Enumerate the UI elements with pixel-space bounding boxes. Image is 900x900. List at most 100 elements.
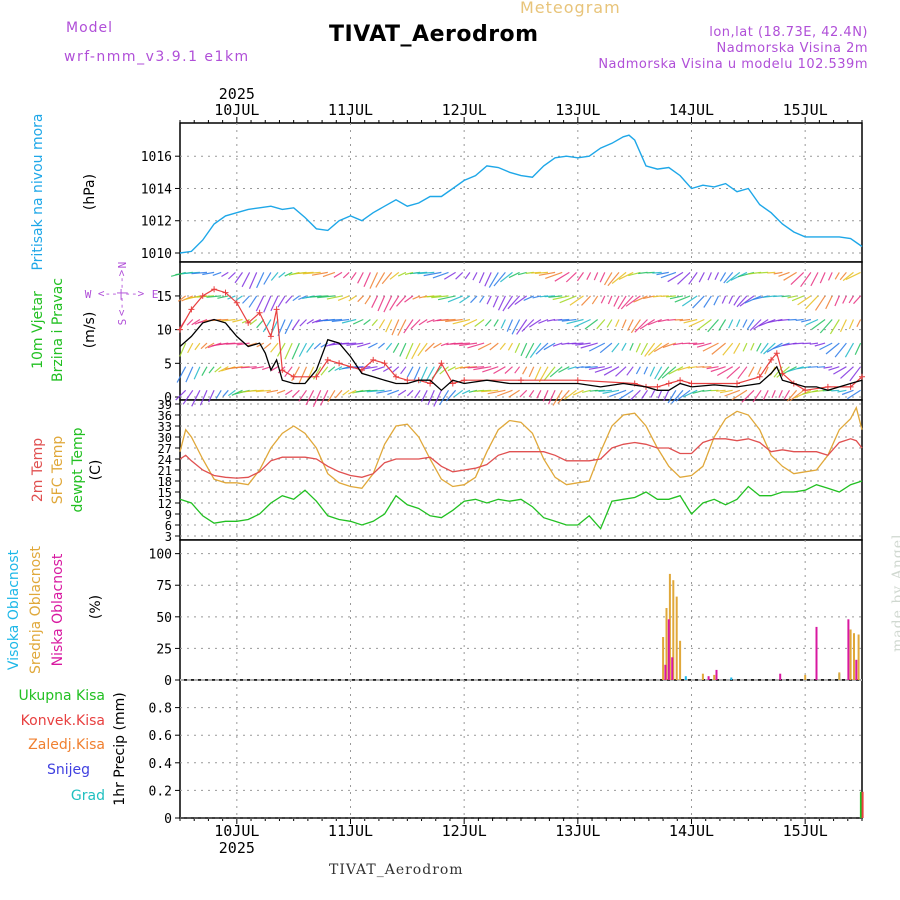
wind-barb: [702, 389, 712, 392]
wind-barb: [212, 271, 222, 276]
wind-barb: [215, 389, 222, 399]
wind-barb: [291, 366, 300, 382]
wind-barb: [468, 389, 478, 393]
wind-barb: [447, 295, 463, 303]
station-title: TIVAT_Aerodrom: [329, 22, 539, 47]
wind-barb: [848, 295, 855, 304]
wind-barb: [445, 389, 457, 402]
wind-barb: [320, 390, 329, 406]
wind-barb: [591, 295, 599, 305]
wind-barb: [724, 389, 741, 397]
wind-barb: [728, 295, 734, 304]
wind-barb: [599, 342, 613, 354]
wind-barb: [313, 342, 322, 350]
wind-barb: [439, 389, 450, 406]
wind-barb: [508, 271, 520, 279]
wind-barb: [538, 318, 549, 324]
wind-barb: [201, 366, 208, 376]
gust-marker: [677, 377, 684, 384]
wind-barb: [842, 271, 854, 282]
wind-barb: [839, 319, 847, 333]
wind-barb: [482, 366, 499, 373]
wind-barb: [194, 342, 201, 351]
wind-barb: [609, 389, 627, 398]
wind-barb: [643, 366, 649, 375]
wind-barb: [285, 389, 293, 396]
wind-barb: [536, 390, 542, 399]
wind-barb: [514, 295, 528, 305]
y-tick-label: 1014: [141, 182, 172, 197]
panel-frame: [179, 539, 863, 681]
gust-marker: [313, 373, 320, 380]
wind-barb: [702, 342, 719, 352]
wind-barb: [635, 342, 641, 353]
wind-barb: [677, 366, 691, 371]
y-tick-label: 6: [165, 519, 172, 533]
wind-barb: [459, 295, 471, 304]
wind-barb: [842, 295, 847, 304]
wind-barb: [411, 342, 421, 360]
wind-barb: [292, 295, 300, 302]
gust-marker: [267, 333, 274, 340]
gust-marker: [824, 383, 831, 390]
wind-barb: [797, 295, 812, 306]
wind-barb: [255, 295, 265, 312]
wind-barb: [805, 318, 819, 326]
wind-barb: [262, 319, 272, 333]
wind-barb: [543, 366, 556, 381]
wind-barb: [854, 342, 862, 356]
gust-marker: [779, 370, 786, 377]
wind-barb: [389, 295, 400, 311]
wind-barb: [227, 271, 236, 280]
wind-barb: [688, 272, 698, 285]
wind-barb: [251, 366, 264, 370]
wind-barb: [641, 389, 648, 399]
wind-barb: [507, 342, 514, 351]
wind-barb: [736, 319, 741, 328]
wind-barb: [193, 366, 201, 380]
wind-barb: [417, 271, 435, 275]
wind-barb: [783, 389, 791, 400]
y-tick-label: 0: [164, 674, 172, 689]
wind-barb: [758, 271, 769, 274]
wind-barb: [739, 295, 755, 307]
gust-marker: [688, 380, 695, 387]
wind-barb: [731, 389, 748, 401]
wind-barb: [298, 342, 308, 357]
wind-barb: [479, 295, 485, 303]
wind-barb: [221, 318, 236, 322]
wind-barb: [459, 342, 478, 347]
wind-barb: [629, 342, 634, 351]
wind-speed-line: [179, 318, 863, 392]
wind-barb: [248, 272, 258, 290]
y-tick-label: 33: [158, 420, 172, 434]
wind-barb: [255, 389, 271, 393]
wind-barb: [364, 295, 371, 305]
wind-barb: [310, 295, 328, 298]
gust-marker: [222, 289, 229, 296]
gust-marker: [290, 373, 297, 380]
wind-barb: [845, 271, 861, 281]
wind-barb: [371, 319, 378, 327]
wind-barb: [202, 271, 215, 276]
wind-barb: [660, 271, 677, 279]
y-tick-label: 9: [165, 508, 172, 522]
wind-barb: [791, 295, 804, 302]
gust-marker: [347, 363, 354, 370]
wind-barb: [611, 271, 627, 284]
y-tick-label: 30: [158, 431, 172, 445]
wind-barb: [736, 295, 748, 308]
y-tick-label: 0.6: [149, 729, 172, 744]
wind-barb: [773, 295, 783, 298]
x-date-label-top: 15JUL: [783, 101, 828, 119]
wind-barb: [742, 342, 748, 352]
wind-barb: [397, 271, 407, 277]
footer-station: TIVAT_Aerodrom: [329, 862, 464, 878]
wind-barb: [688, 318, 705, 328]
y-tick-label: 3: [165, 530, 172, 544]
wind-barb: [741, 389, 755, 403]
wind-barb: [211, 318, 229, 322]
wind-barb: [565, 271, 577, 283]
wind-barb: [781, 295, 790, 298]
